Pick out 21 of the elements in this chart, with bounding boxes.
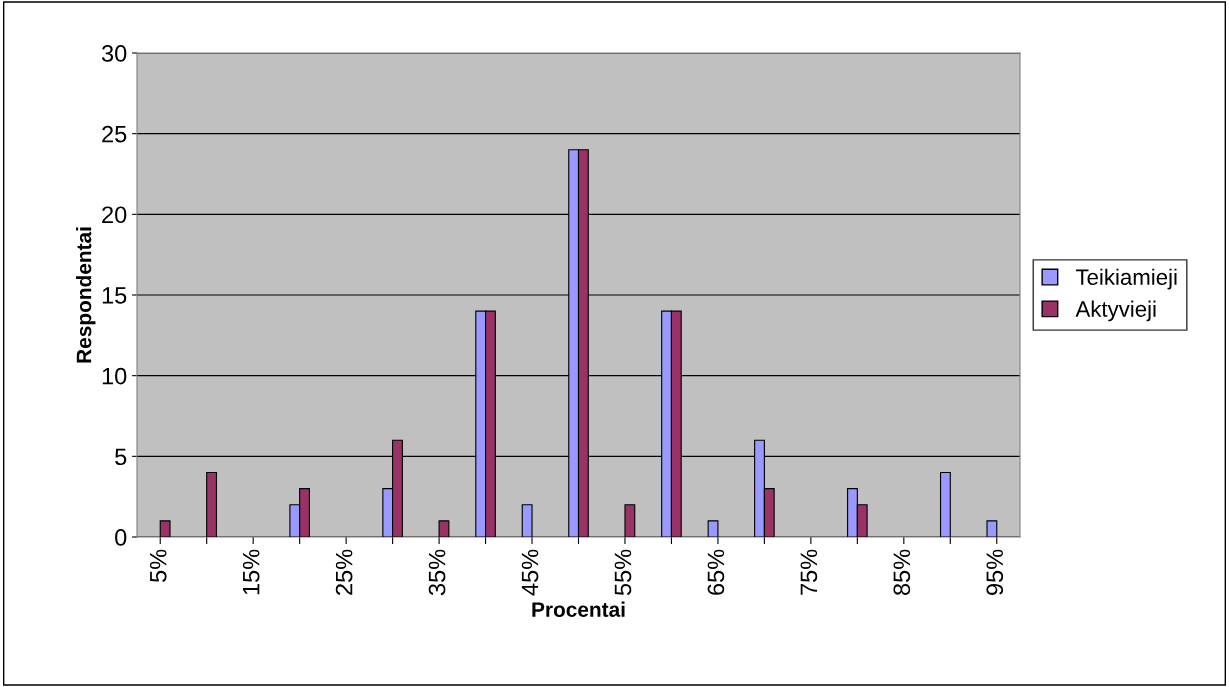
x-tick-label: 25%	[335, 549, 353, 595]
x-tick-label: 15%	[242, 549, 260, 595]
y-tick-label: 15	[102, 287, 127, 304]
x-tick-label: 65%	[707, 549, 725, 595]
y-tick-label: 25	[102, 125, 127, 143]
x-tick-label: 75%	[800, 549, 818, 595]
x-tick-label: 45%	[521, 549, 539, 596]
y-tick-label: 20	[102, 206, 127, 224]
y-tick-label: 0	[115, 529, 127, 546]
y-axis-title: Respondentai	[76, 227, 96, 363]
y-tick-label: 5	[115, 448, 127, 466]
y-tick-label: 10	[102, 367, 127, 385]
legend-label: Teikiamieji	[1075, 268, 1177, 290]
x-tick-label: 5%	[149, 549, 167, 582]
legend-label: Aktyvieji	[1075, 300, 1156, 322]
x-tick-label: 55%	[614, 549, 632, 596]
x-tick-label: 35%	[428, 549, 446, 596]
y-tick-label: 30	[101, 45, 127, 62]
x-axis-title: Procentai	[532, 601, 625, 617]
x-tick-label: 95%	[986, 549, 1004, 595]
x-tick-label: 85%	[893, 549, 911, 596]
